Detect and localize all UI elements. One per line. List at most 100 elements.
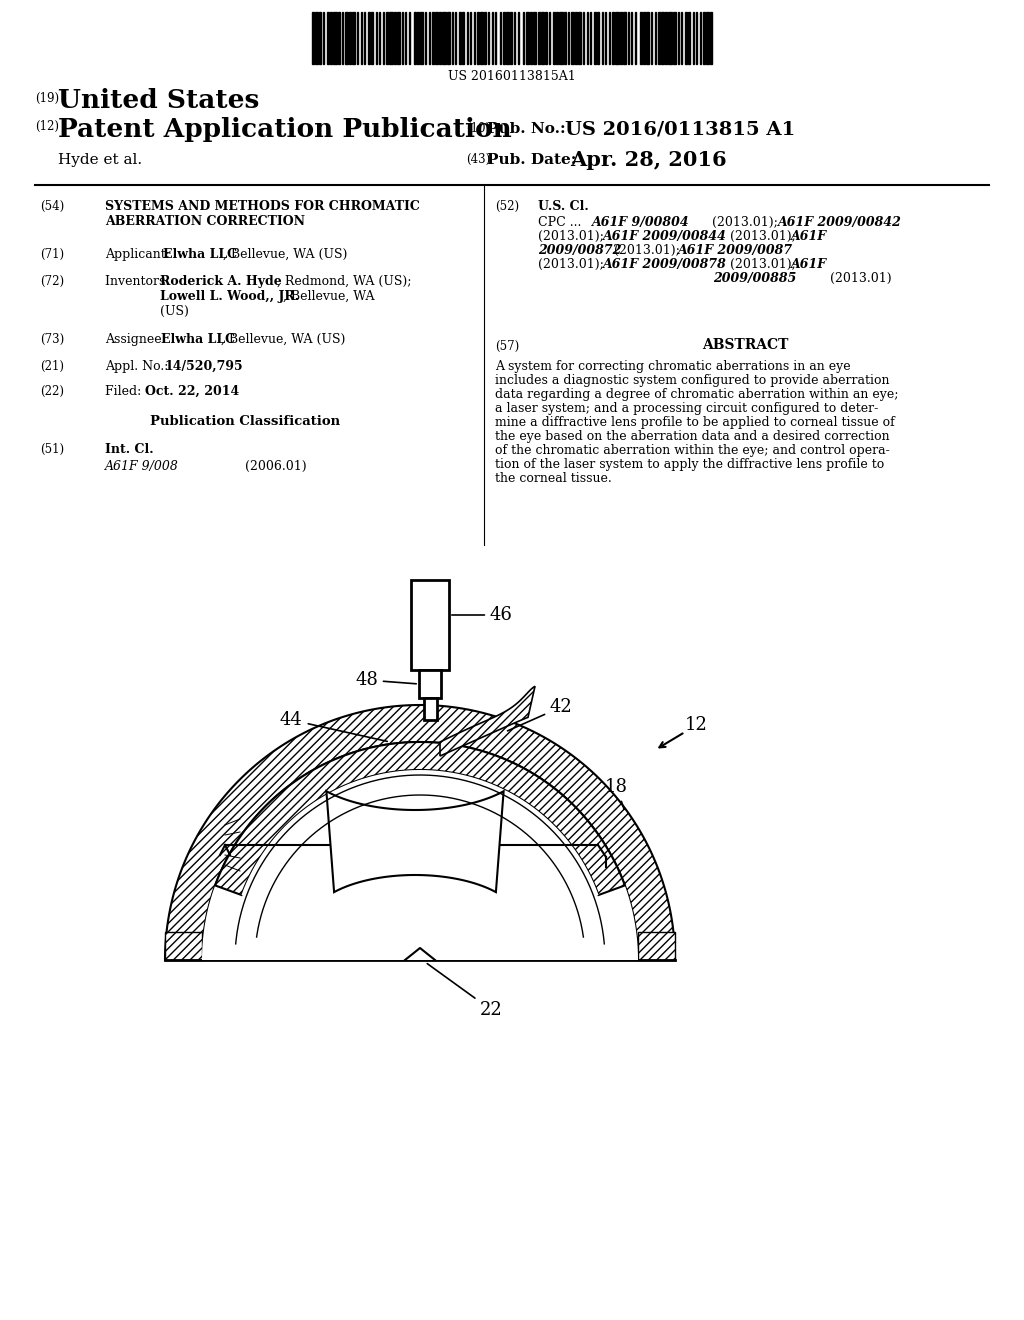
Text: 14/520,795: 14/520,795 <box>165 360 244 374</box>
Text: (10): (10) <box>466 121 490 135</box>
Text: (2013.01);: (2013.01); <box>538 230 604 243</box>
Bar <box>575 12 577 63</box>
Bar <box>312 12 314 63</box>
Text: Apr. 28, 2016: Apr. 28, 2016 <box>570 150 727 170</box>
Text: 2009/00885: 2009/00885 <box>714 272 797 285</box>
Bar <box>397 12 400 63</box>
Bar <box>668 12 672 63</box>
Text: SYSTEMS AND METHODS FOR CHROMATIC: SYSTEMS AND METHODS FOR CHROMATIC <box>105 201 420 213</box>
Polygon shape <box>165 705 675 960</box>
Bar <box>685 12 687 63</box>
Text: data regarding a degree of chromatic aberration within an eye;: data regarding a degree of chromatic abe… <box>495 388 898 401</box>
Text: the eye based on the aberration data and a desired correction: the eye based on the aberration data and… <box>495 430 890 444</box>
Bar <box>503 12 505 63</box>
Text: (54): (54) <box>40 201 65 213</box>
Text: (19): (19) <box>35 92 59 106</box>
Bar <box>389 12 393 63</box>
Bar <box>386 12 388 63</box>
Bar <box>432 12 434 63</box>
Text: (US): (US) <box>160 305 188 318</box>
Text: tion of the laser system to apply the diffractive lens profile to: tion of the laser system to apply the di… <box>495 458 885 471</box>
Bar <box>484 12 486 63</box>
Text: (43): (43) <box>466 153 490 166</box>
Polygon shape <box>165 932 202 960</box>
Bar <box>658 12 660 63</box>
Text: Hyde et al.: Hyde et al. <box>58 153 142 168</box>
Bar <box>646 12 649 63</box>
Bar <box>615 12 618 63</box>
Text: A61F 9/00804: A61F 9/00804 <box>592 216 689 228</box>
Text: Oct. 22, 2014: Oct. 22, 2014 <box>145 385 240 399</box>
Bar <box>417 12 419 63</box>
Bar <box>665 12 667 63</box>
Text: of the chromatic aberration within the eye; and control opera-: of the chromatic aberration within the e… <box>495 444 890 457</box>
Text: (2006.01): (2006.01) <box>205 459 306 473</box>
Bar <box>424 698 436 719</box>
Bar <box>414 12 416 63</box>
Text: 22: 22 <box>427 964 503 1019</box>
Bar <box>553 12 555 63</box>
Text: ABERRATION CORRECTION: ABERRATION CORRECTION <box>105 215 305 228</box>
Text: 2009/00872: 2009/00872 <box>538 244 622 257</box>
Bar <box>411 579 449 671</box>
Text: includes a diagnostic system configured to provide aberration: includes a diagnostic system configured … <box>495 374 890 387</box>
Text: Pub. No.:: Pub. No.: <box>487 121 565 136</box>
Text: A61F 2009/00842: A61F 2009/00842 <box>778 216 902 228</box>
Polygon shape <box>242 770 599 895</box>
Bar <box>578 12 581 63</box>
Bar <box>662 12 664 63</box>
Text: US 2016/0113815 A1: US 2016/0113815 A1 <box>565 120 796 139</box>
Bar <box>556 12 558 63</box>
Text: a laser system; and a processing circuit configured to deter-: a laser system; and a processing circuit… <box>495 403 879 414</box>
Text: Elwha LLC: Elwha LLC <box>161 333 236 346</box>
Polygon shape <box>440 686 535 756</box>
Text: Pub. Date:: Pub. Date: <box>487 153 577 168</box>
Text: 42: 42 <box>508 698 572 731</box>
Bar <box>349 12 351 63</box>
Text: Filed:: Filed: <box>105 385 165 399</box>
Text: A61F 2009/0087: A61F 2009/0087 <box>678 244 794 257</box>
Text: 18: 18 <box>605 777 628 809</box>
Text: (2013.01);: (2013.01); <box>610 244 680 257</box>
Bar <box>394 12 396 63</box>
Bar <box>345 12 348 63</box>
Bar <box>333 12 337 63</box>
Text: (72): (72) <box>40 275 65 288</box>
Bar <box>419 671 441 698</box>
Bar <box>368 12 370 63</box>
Bar <box>541 12 544 63</box>
Text: 12: 12 <box>685 715 708 734</box>
Text: Elwha LLC: Elwha LLC <box>163 248 238 261</box>
Text: (21): (21) <box>40 360 63 374</box>
Bar <box>439 12 441 63</box>
Text: A61F: A61F <box>791 230 827 243</box>
Bar <box>594 12 596 63</box>
Text: (2013.01);: (2013.01); <box>538 257 604 271</box>
Bar <box>526 12 529 63</box>
Bar <box>319 12 321 63</box>
Text: (2013.01);: (2013.01); <box>726 257 796 271</box>
Text: (12): (12) <box>35 120 59 133</box>
Text: 46: 46 <box>452 606 513 624</box>
Bar <box>597 12 599 63</box>
Text: (52): (52) <box>495 201 519 213</box>
Bar <box>435 12 438 63</box>
Bar <box>480 12 483 63</box>
Bar <box>673 12 676 63</box>
Bar <box>530 12 532 63</box>
Bar <box>545 12 547 63</box>
Polygon shape <box>202 742 638 960</box>
Bar <box>612 12 614 63</box>
Text: (73): (73) <box>40 333 65 346</box>
Bar <box>703 12 705 63</box>
Bar <box>620 12 622 63</box>
Text: 44: 44 <box>280 711 387 742</box>
Bar <box>688 12 690 63</box>
Text: , Bellevue, WA (US): , Bellevue, WA (US) <box>221 333 345 346</box>
Bar <box>315 12 318 63</box>
Text: , Bellevue, WA (US): , Bellevue, WA (US) <box>223 248 347 261</box>
Text: (22): (22) <box>40 385 63 399</box>
Bar <box>559 12 563 63</box>
Bar <box>477 12 479 63</box>
Text: Inventors:: Inventors: <box>105 275 173 288</box>
